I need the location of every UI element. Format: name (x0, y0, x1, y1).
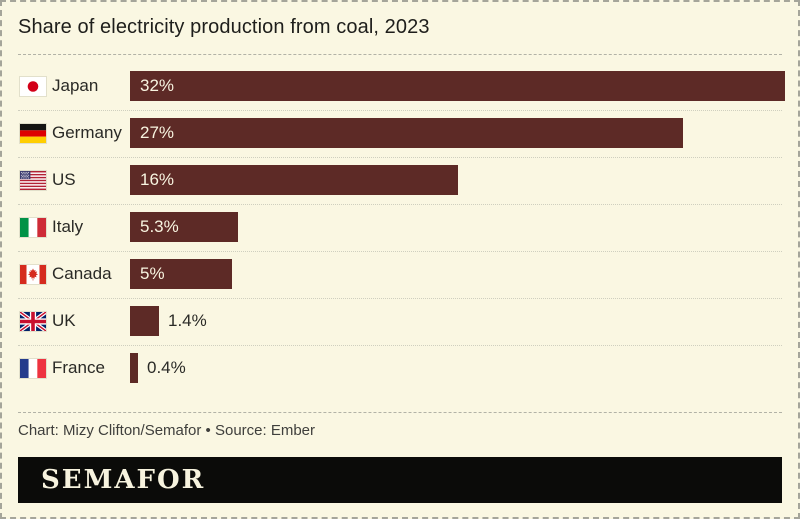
value-label: 27% (140, 123, 175, 142)
bar-france (130, 353, 138, 383)
semafor-logo-text: SEMAFOR (41, 465, 206, 495)
japan-flag-icon (20, 76, 46, 96)
row-separator (18, 157, 782, 158)
row-separator (18, 110, 782, 111)
canada-flag-icon (20, 264, 46, 284)
value-label: 5.3% (140, 217, 179, 236)
bar-germany: 27% (130, 118, 683, 148)
country-label: Japan (52, 76, 99, 95)
germany-flag-icon (20, 123, 46, 143)
bar-us: 16% (130, 165, 458, 195)
country-label: France (52, 358, 105, 377)
chart-row-japan: Japan 32% (18, 71, 785, 101)
france-flag-icon (20, 358, 46, 378)
bar-japan: 32% (130, 71, 785, 101)
title-separator (18, 54, 782, 55)
row-separator (18, 251, 782, 252)
value-label: 5% (140, 264, 165, 283)
bar-italy: 5.3% (130, 212, 238, 242)
semafor-logo-bar: SEMAFOR (18, 457, 782, 503)
country-label: Italy (52, 217, 84, 236)
value-label: 16% (140, 170, 175, 189)
value-label: 0.4% (147, 358, 186, 377)
country-label: Canada (52, 264, 112, 283)
row-separator (18, 345, 782, 346)
value-label: 32% (140, 76, 175, 95)
chart-row-italy: Italy 5.3% (18, 212, 782, 242)
chart-row-uk: UK 1.4% (18, 306, 782, 336)
country-label: Germany (52, 123, 122, 142)
value-label: 1.4% (168, 311, 207, 330)
footer-separator (18, 412, 782, 413)
us-flag-icon (20, 170, 46, 190)
bar-canada: 5% (130, 259, 232, 289)
row-separator (18, 298, 782, 299)
italy-flag-icon (20, 217, 46, 237)
country-label: UK (52, 311, 76, 330)
row-separator (18, 204, 782, 205)
bar-uk (130, 306, 159, 336)
chart-row-canada: Canada 5% (18, 259, 782, 289)
chart-row-france: France 0.4% (18, 353, 782, 383)
attribution-text: Chart: Mizy Clifton/Semafor • Source: Em… (18, 422, 316, 439)
country-label: US (52, 170, 76, 189)
chart-title: Share of electricity production from coa… (18, 16, 430, 38)
uk-flag-icon (18, 309, 48, 333)
chart-row-us: US 16% (18, 165, 782, 195)
chart-row-germany: Germany 27% (18, 118, 782, 148)
